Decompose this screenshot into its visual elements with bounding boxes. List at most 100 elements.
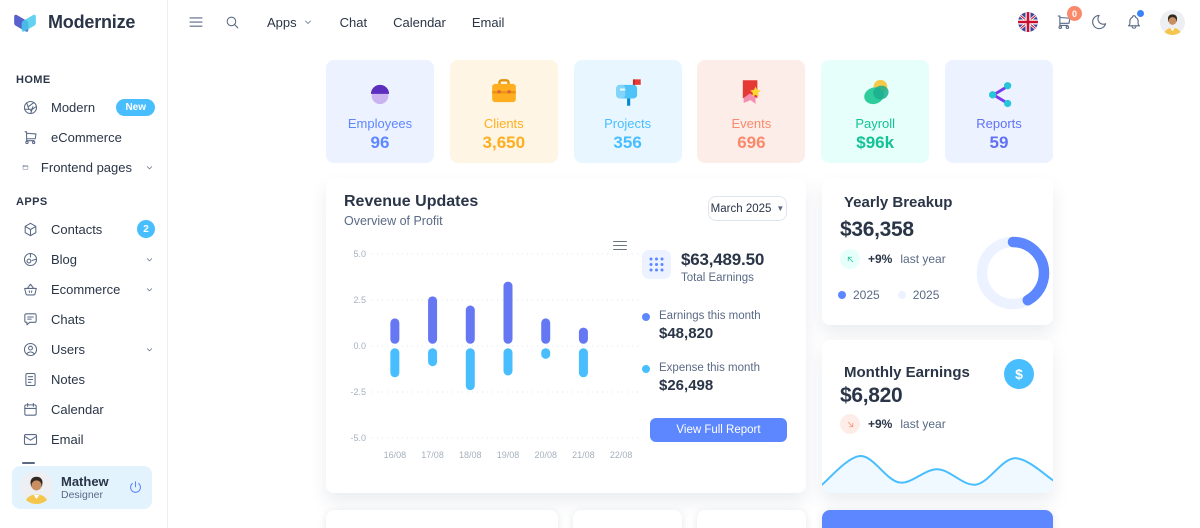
chat-icon [24,312,37,325]
stat-card-clients[interactable]: Clients 3,650 [449,60,558,163]
logout-power-icon[interactable] [127,479,144,496]
legend-dot [897,291,906,299]
nav-link-apps[interactable]: Apps [267,15,314,30]
revenue-title: Revenue Updates [344,193,479,210]
new-badge: New [116,98,155,116]
stat-card-employees[interactable]: Employees 96 [326,60,434,163]
monthly-value: $6,820 [840,384,903,407]
sidebar-item-notes[interactable]: Notes [0,364,167,394]
sidebar-item-modern[interactable]: Modern New [0,92,167,122]
svg-text:17/08: 17/08 [421,450,444,460]
chevron-down-icon [146,347,153,351]
brand-logo-icon [14,14,36,32]
window-icon [22,164,29,170]
projects-icon [615,79,641,106]
yearly-delta-label: last year [900,252,946,266]
svg-text:0.0: 0.0 [353,341,366,351]
svg-text:22/08: 22/08 [610,450,633,460]
sidebar-item-calendar[interactable]: Calendar [0,394,167,424]
stat-label: Reports [976,116,1022,131]
svg-text:16/08: 16/08 [384,450,407,460]
stat-value: 59 [989,133,1009,152]
user-avatar[interactable] [1160,9,1185,35]
nav-link-email[interactable]: Email [471,14,505,30]
earnings-value: $48,820 [659,325,714,342]
aperture-icon [23,100,38,114]
yearly-breakup-card: Yearly Breakup $36,358 +9% last year 202… [822,178,1053,325]
expense-label: Expense this month [659,362,761,374]
count-badge: 2 [137,220,155,238]
stat-card-payroll[interactable]: Payroll $96k [821,60,930,163]
monthly-wave-chart [822,454,1053,493]
revenue-bar-chart: 5.0 2.5 0.0 -2.5 -5.0 16/08 17/08 18/08 19/08 20/… [350,249,640,460]
total-earnings-label: Total Earnings [681,272,754,284]
stat-label: Clients [483,116,524,131]
sidebar-item-email[interactable]: Email [0,424,167,454]
sidebar-item-blog[interactable]: Blog [0,244,167,274]
clients-icon [491,79,516,103]
svg-text:-5.0: -5.0 [350,433,366,443]
stat-value: 96 [370,133,390,152]
sidebar-item-users[interactable]: Users [0,334,167,364]
svg-text:19/08: 19/08 [497,450,520,460]
calendar-icon [24,402,37,416]
employees-icon [370,84,390,105]
profile-avatar [20,471,53,504]
dark-mode-moon-icon[interactable] [1090,13,1108,31]
chart-menu-icon[interactable] [613,238,627,253]
earnings-dot [642,313,650,321]
stat-card-reports[interactable]: Reports 59 [945,60,1053,163]
chevron-down-icon [304,20,311,24]
brand-logo[interactable]: Modernize [0,0,167,36]
sidebar-nav: HOME Modern New eCommerce Frontend pages APPS… [0,36,167,454]
mail-icon [23,433,38,445]
nav-link-calendar[interactable]: Calendar [393,14,446,30]
menu-toggle-icon[interactable] [183,9,209,35]
nav-link-chat[interactable]: Chat [339,14,368,30]
stat-value: 696 [737,133,766,152]
chevron-down-icon [146,287,153,291]
expense-legend-item: Expense this month $26,498 [642,362,792,394]
chevron-down-icon [146,257,153,261]
header-nav: Apps Chat Calendar Email [267,15,504,30]
period-select[interactable]: March 2025 ▼ [708,196,787,221]
partial-card-3 [697,510,806,528]
notifications-bell-icon[interactable] [1125,10,1144,31]
profile-name: Mathew [61,474,109,489]
earnings-legend-item: Earnings this month $48,820 [642,310,792,342]
sidebar: Modernize HOME Modern New eCommerce Frontend… [0,0,168,528]
search-icon[interactable] [219,9,245,35]
top-bar: Apps Chat Calendar Email 0 [168,0,1200,44]
stat-card-events[interactable]: Events 696 [697,60,806,163]
partial-card-blue [822,510,1053,528]
cart-icon[interactable]: 0 [1055,6,1082,31]
sidebar-item-contacts[interactable]: Contacts 2 [0,214,167,244]
profile-card[interactable]: Mathew Designer [12,466,152,509]
language-flag-icon[interactable] [1018,12,1038,32]
sidebar-item-chats[interactable]: Chats [0,304,167,334]
sidebar-item-ecommerce[interactable]: eCommerce [0,122,167,152]
section-label-apps: APPS [16,196,48,208]
stat-card-projects[interactable]: Projects 356 [573,60,682,163]
view-full-report-button[interactable]: View Full Report [650,418,787,442]
users-icon [23,342,38,356]
expense-value: $26,498 [659,377,714,394]
stat-label: Payroll [855,116,896,131]
stat-value: 356 [613,133,642,152]
legend-2025-primary: 2025 [838,288,880,302]
profile-role: Designer [61,489,104,501]
earnings-label: Earnings this month [659,310,761,322]
yearly-value: $36,358 [840,218,914,241]
total-earnings-value: $63,489.50 [681,250,765,269]
monthly-earnings-card: Monthly Earnings $ $6,820 +9% last year [822,340,1053,493]
notes-icon [25,372,36,386]
section-label-home: HOME [16,74,51,86]
notification-dot [1137,10,1144,17]
stat-label: Events [731,116,772,131]
dollar-icon[interactable]: $ [1004,359,1034,389]
grid-dots-icon [642,250,671,279]
stat-label: Employees [347,116,413,131]
sidebar-item-ecommerce[interactable]: Ecommerce [0,274,167,304]
cart-icon [24,130,37,144]
sidebar-item-frontend-pages[interactable]: Frontend pages [0,152,167,182]
